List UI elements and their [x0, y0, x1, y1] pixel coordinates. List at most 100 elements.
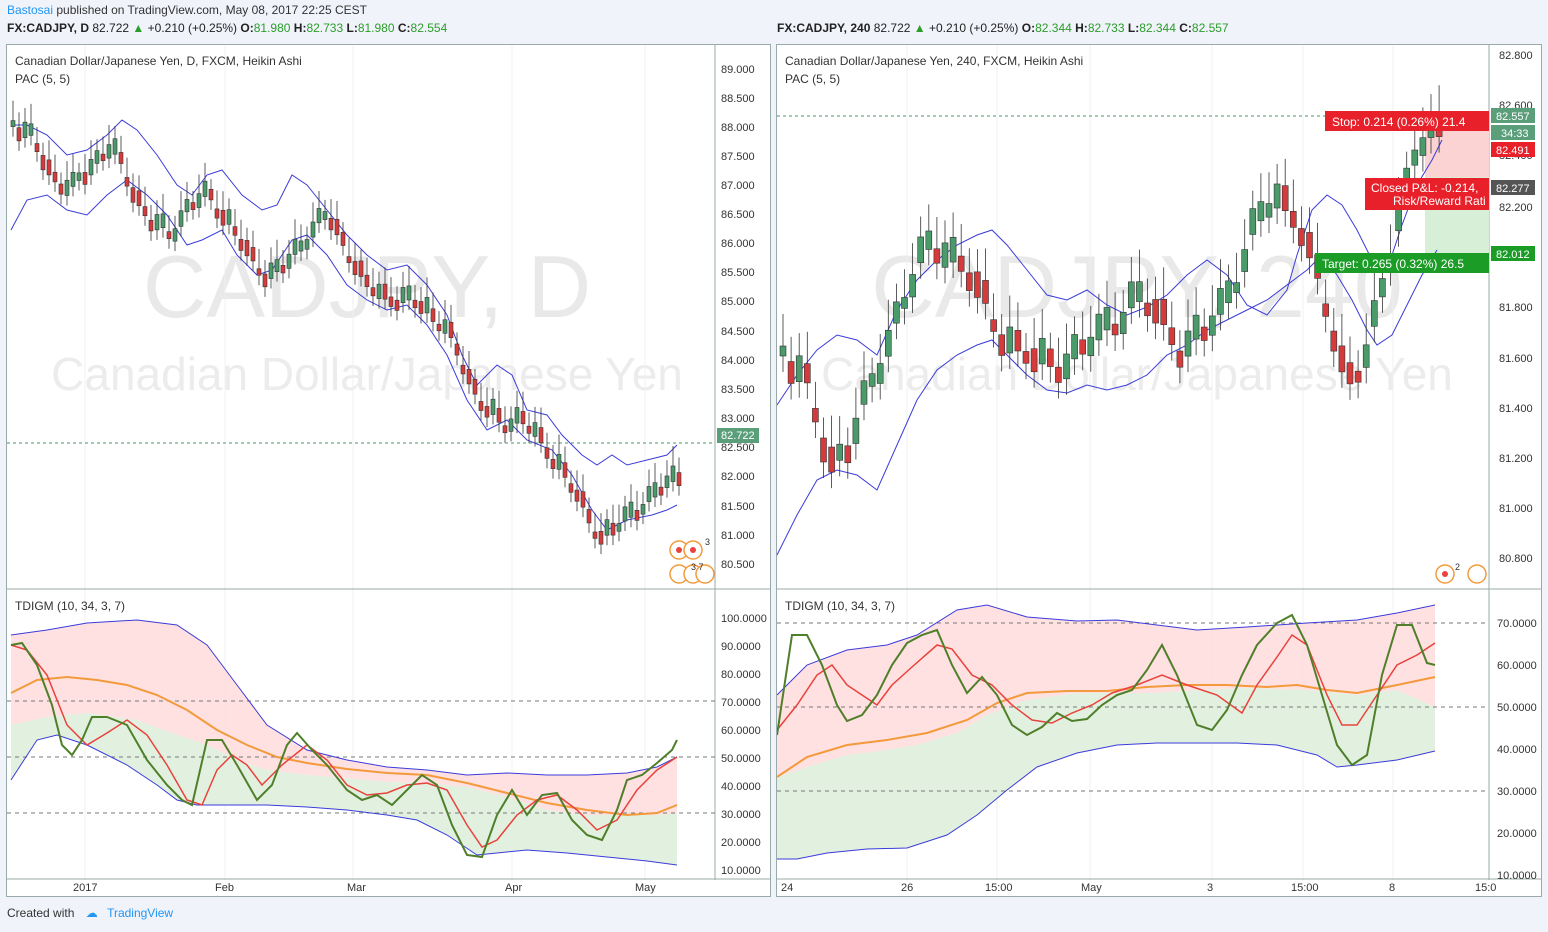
svg-text:86.500: 86.500: [721, 209, 755, 221]
rr-label: Risk/Reward Rati: [1393, 194, 1486, 208]
left-time-axis[interactable]: 2017 Feb Mar Apr May: [73, 882, 656, 894]
candle-up: [860, 380, 868, 405]
candle-down: [982, 280, 989, 304]
candle-up: [532, 422, 538, 437]
candle-up: [94, 150, 100, 164]
candle-down: [592, 531, 598, 539]
right-symbol-line: FX:CADJPY, 240 82.722 ▲ +0.210 (+0.25%) …: [777, 21, 1229, 35]
svg-text:81.600: 81.600: [1499, 353, 1533, 365]
right-time-axis[interactable]: 24 26 15:00 May 3 15:00 8 15:0: [781, 882, 1496, 894]
left-osc-label[interactable]: TDIGM (10, 34, 3, 7): [15, 599, 125, 613]
candle-down: [244, 240, 250, 257]
candle-up: [424, 297, 430, 314]
candle-up: [64, 179, 70, 196]
svg-text:8: 8: [1389, 882, 1395, 894]
candle-down: [526, 425, 532, 434]
left-chart-panel[interactable]: CADJPY, D Canadian Dollar/Japanese Yen C…: [6, 44, 771, 897]
countdown-tag: 34:33: [1501, 128, 1529, 140]
candle-down: [502, 425, 508, 434]
svg-text:80.800: 80.800: [1499, 553, 1533, 565]
right-high: 82.733: [1087, 21, 1125, 35]
pnl-label-box[interactable]: [1365, 178, 1489, 210]
svg-text:81.500: 81.500: [721, 501, 755, 513]
left-high: 82.733: [306, 21, 344, 35]
tradingview-link[interactable]: TradingView: [107, 906, 174, 920]
candle-down: [436, 323, 442, 332]
right-legend: Canadian Dollar/Japanese Yen, 240, FXCM,…: [785, 54, 1083, 68]
candle-down: [1338, 345, 1346, 373]
left-close: 82.554: [410, 21, 448, 35]
left-osc-axis[interactable]: 100.0000 90.0000 80.0000 70.0000 60.0000…: [721, 613, 767, 877]
candle-up: [184, 199, 190, 213]
left-chart-svg[interactable]: CADJPY, D Canadian Dollar/Japanese Yen C…: [7, 45, 770, 896]
candle-up: [795, 355, 803, 382]
svg-text:83.000: 83.000: [721, 413, 755, 425]
candle-up: [885, 329, 892, 357]
left-change: +0.210 (+0.25%): [147, 21, 238, 35]
left-price-axis[interactable]: 89.000 88.500 88.000 87.500 87.000 86.50…: [721, 64, 755, 571]
right-osc-axis[interactable]: 70.0000 60.0000 50.0000 40.0000 30.0000 …: [1497, 618, 1537, 882]
candle-down: [466, 368, 472, 385]
right-last: 82.722: [873, 21, 911, 35]
right-symbol[interactable]: FX:CADJPY, 240: [777, 21, 871, 35]
candle-up: [442, 319, 448, 334]
candle-down: [1022, 351, 1030, 364]
candle-down: [460, 364, 466, 375]
watermark-name: Canadian Dollar/Japanese Yen: [51, 348, 683, 400]
left-indicator-label[interactable]: PAC (5, 5): [15, 72, 70, 86]
right-osc-label[interactable]: TDIGM (10, 34, 3, 7): [785, 599, 895, 613]
candle-down: [280, 264, 286, 274]
right-indicator-label[interactable]: PAC (5, 5): [785, 72, 840, 86]
candle-up: [1370, 300, 1378, 327]
left-legend: Canadian Dollar/Japanese Yen, D, FXCM, H…: [15, 54, 302, 68]
target-label-box[interactable]: [1315, 253, 1489, 273]
candle-up: [941, 242, 949, 268]
candle-down: [803, 363, 811, 384]
candle-down: [1014, 330, 1022, 352]
right-chart-svg[interactable]: CADJPY, 240 Canadian Dollar/Japanese Yen…: [777, 45, 1541, 896]
c-label: C:: [1179, 21, 1192, 35]
event-badges[interactable]: 3 3 7: [669, 537, 715, 584]
candle-down: [1168, 327, 1176, 345]
svg-text:30.0000: 30.0000: [721, 809, 761, 821]
candle-down: [658, 486, 664, 496]
candle-up: [1419, 137, 1427, 156]
svg-text:81.000: 81.000: [1499, 503, 1533, 515]
candle-up: [628, 501, 634, 518]
left-symbol[interactable]: FX:CADJPY, D: [7, 21, 90, 35]
svg-text:80.0000: 80.0000: [721, 669, 761, 681]
candle-down: [1152, 299, 1159, 324]
c-label: C:: [397, 21, 411, 35]
author-link[interactable]: Bastosai: [7, 3, 54, 17]
svg-text:20.0000: 20.0000: [721, 837, 761, 849]
candle-down: [586, 509, 592, 524]
flag-badge[interactable]: [1467, 564, 1487, 584]
svg-text:85.500: 85.500: [721, 267, 755, 279]
svg-text:81.400: 81.400: [1499, 403, 1533, 415]
candle-down: [478, 401, 484, 411]
tdi-lower-zone: [11, 713, 677, 865]
candle-down: [544, 447, 550, 459]
svg-text:82.000: 82.000: [721, 471, 755, 483]
right-chart-panel[interactable]: CADJPY, 240 Canadian Dollar/Japanese Yen…: [776, 44, 1542, 897]
last-price-tag-text: 82.722: [721, 430, 755, 442]
candle-down: [136, 190, 142, 207]
svg-text:Mar: Mar: [347, 882, 366, 894]
tdi-green-line: [777, 613, 1436, 767]
svg-text:85.000: 85.000: [721, 296, 755, 308]
candle-down: [1306, 232, 1313, 259]
candle-up: [909, 274, 916, 298]
candle-down: [364, 274, 370, 287]
candle-down: [1055, 366, 1062, 383]
target-tag: 82.012: [1496, 249, 1530, 261]
svg-text:84.500: 84.500: [721, 326, 755, 338]
candle-down: [574, 489, 580, 502]
stop-label-box[interactable]: [1325, 111, 1489, 131]
svg-text:82.800: 82.800: [1499, 50, 1533, 62]
candle-up: [226, 209, 232, 225]
right-change: +0.210 (+0.25%): [929, 21, 1019, 35]
h-label: H:: [1075, 21, 1088, 35]
candle-down: [358, 260, 364, 277]
o-label: O:: [240, 21, 254, 35]
svg-text:20.0000: 20.0000: [1497, 828, 1537, 840]
